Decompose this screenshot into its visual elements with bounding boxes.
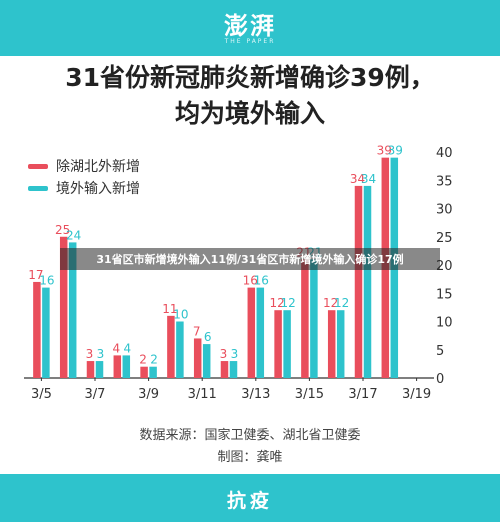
bar-s0-3: [113, 355, 122, 378]
footer-label: 抗疫: [226, 490, 273, 512]
data-label-s1-5: 10: [173, 308, 188, 322]
data-label-s0-0: 17: [28, 268, 43, 282]
y-tick-label-6: 30: [436, 203, 453, 218]
y-tick-label-5: 25: [436, 231, 453, 246]
data-label-s0-5: 11: [162, 302, 177, 316]
x-tick-label-5: 3/15: [295, 387, 324, 402]
data-label-s0-4: 2: [139, 353, 147, 367]
brand-logo: 澎湃: [224, 12, 276, 40]
bar-s1-12: [363, 185, 372, 378]
data-label-s1-7: 3: [231, 347, 239, 361]
data-source: 数据来源：国家卫健委、湖北省卫健委: [139, 428, 361, 443]
data-label-s0-3: 4: [112, 341, 120, 355]
data-label-s1-8: 16: [254, 274, 269, 288]
x-tick-label-7: 3/19: [402, 387, 431, 402]
bar-s1-6: [202, 344, 211, 378]
y-tick-label-8: 40: [436, 146, 453, 161]
bar-s1-7: [229, 361, 238, 378]
data-label-s1-9: 12: [280, 296, 295, 310]
bar-s1-11: [336, 310, 345, 378]
data-label-s0-1: 25: [55, 223, 70, 237]
bar-s1-5: [176, 321, 184, 378]
header-bar: [0, 0, 500, 56]
y-tick-label-0: 0: [436, 372, 444, 387]
y-tick-label-3: 15: [436, 287, 453, 302]
bar-s0-7: [220, 361, 229, 378]
bar-s1-4: [149, 366, 157, 378]
chart-maker: 制图：龚唯: [217, 450, 283, 465]
x-tick-label-0: 3/5: [31, 387, 52, 402]
bar-s0-4: [140, 366, 148, 378]
brand-subtitle: THE PAPER: [224, 38, 276, 45]
bar-s1-2: [95, 361, 104, 378]
x-tick-label-4: 3/13: [241, 387, 270, 402]
bar-s0-8: [247, 287, 256, 378]
data-label-s0-8: 16: [243, 274, 258, 288]
chart-title-line1: 31省份新冠肺炎新增确诊39例，: [65, 63, 435, 92]
data-label-s0-6: 7: [193, 324, 201, 338]
bar-s0-11: [327, 310, 336, 378]
data-label-s0-11: 12: [323, 296, 338, 310]
data-label-s1-13: 39: [388, 144, 403, 158]
overlay-banner-bg: [60, 248, 440, 270]
data-label-s0-7: 3: [220, 347, 228, 361]
chart-title-line2: 均为境外输入: [174, 99, 325, 128]
bar-s0-6: [193, 338, 202, 378]
data-label-s1-12: 34: [361, 172, 376, 186]
data-label-s1-11: 12: [334, 296, 349, 310]
bar-s0-2: [86, 361, 95, 378]
data-label-s1-2: 3: [97, 347, 105, 361]
data-label-s0-9: 12: [269, 296, 284, 310]
overlay-banner-text: 31省区市新增境外输入11例/31省区市新增境外输入确诊17例: [96, 253, 404, 266]
bar-s0-12: [354, 185, 363, 378]
x-tick-label-3: 3/11: [188, 387, 217, 402]
bar-s0-0: [33, 281, 41, 378]
y-tick-label-1: 5: [436, 344, 444, 359]
bar-s0-9: [274, 310, 282, 378]
x-tick-label-6: 3/17: [348, 387, 377, 402]
y-tick-label-7: 35: [436, 174, 453, 189]
bar-s0-10: [301, 259, 309, 378]
bar-s1-1: [68, 242, 77, 378]
bar-s1-3: [122, 355, 131, 378]
bar-s1-0: [42, 287, 50, 378]
legend-label-1: 境外输入新增: [56, 181, 140, 197]
data-label-s0-13: 39: [377, 144, 392, 158]
y-tick-label-4: 20: [436, 259, 453, 274]
bar-s0-1: [59, 236, 68, 378]
data-label-s0-12: 34: [350, 172, 365, 186]
footer-bar: [0, 474, 500, 522]
bar-s1-10: [310, 259, 318, 378]
bar-s1-9: [283, 310, 291, 378]
x-tick-label-2: 3/9: [138, 387, 159, 402]
legend-label-0: 除湖北外新增: [56, 159, 140, 175]
data-label-s0-2: 3: [86, 347, 94, 361]
x-tick-label-1: 3/7: [85, 387, 106, 402]
bar-s0-5: [167, 315, 175, 378]
bar-s1-8: [256, 287, 265, 378]
data-label-s1-4: 2: [150, 353, 158, 367]
y-tick-label-2: 10: [436, 316, 453, 331]
legend-swatch-0: [28, 164, 48, 169]
data-label-s1-6: 6: [204, 330, 212, 344]
data-label-s1-1: 24: [66, 228, 81, 242]
legend-swatch-1: [28, 186, 48, 191]
data-label-s1-3: 4: [123, 341, 131, 355]
data-label-s1-0: 16: [39, 274, 54, 288]
